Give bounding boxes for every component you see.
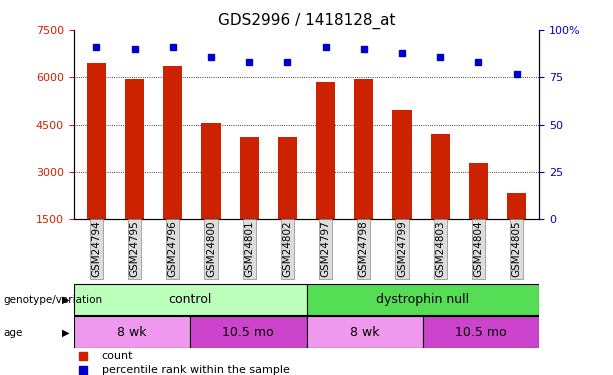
Bar — [354, 79, 373, 219]
Bar — [430, 134, 450, 219]
Text: GSM24798: GSM24798 — [359, 220, 369, 278]
Bar — [306, 284, 539, 315]
Bar — [163, 66, 183, 219]
Text: GSM24802: GSM24802 — [283, 220, 292, 277]
Text: GSM24801: GSM24801 — [244, 220, 254, 277]
Text: GSM24794: GSM24794 — [91, 220, 102, 278]
Bar — [306, 316, 423, 348]
Bar — [240, 137, 259, 219]
Bar — [316, 82, 335, 219]
Bar — [507, 192, 526, 219]
Bar — [392, 111, 411, 219]
Text: control: control — [169, 293, 211, 306]
Text: GSM24795: GSM24795 — [130, 220, 140, 278]
Bar — [87, 63, 106, 219]
Text: ▶: ▶ — [63, 295, 70, 305]
Text: GSM24803: GSM24803 — [435, 220, 445, 277]
Bar — [423, 316, 539, 348]
Bar — [74, 316, 190, 348]
Bar — [125, 79, 144, 219]
Text: GSM24796: GSM24796 — [168, 220, 178, 278]
Bar — [469, 163, 488, 219]
Bar — [190, 316, 306, 348]
Text: GSM24797: GSM24797 — [321, 220, 330, 278]
Bar — [74, 284, 306, 315]
Text: 8 wk: 8 wk — [117, 326, 147, 339]
Text: dystrophin null: dystrophin null — [376, 293, 470, 306]
Bar — [202, 123, 221, 219]
Text: 8 wk: 8 wk — [350, 326, 379, 339]
Text: genotype/variation: genotype/variation — [3, 295, 102, 305]
Text: GSM24804: GSM24804 — [473, 220, 483, 277]
Text: 10.5 mo: 10.5 mo — [223, 326, 274, 339]
Text: GSM24805: GSM24805 — [511, 220, 522, 277]
Bar — [278, 137, 297, 219]
Text: percentile rank within the sample: percentile rank within the sample — [102, 364, 289, 375]
Text: GSM24799: GSM24799 — [397, 220, 407, 278]
Text: GSM24800: GSM24800 — [206, 220, 216, 277]
Title: GDS2996 / 1418128_at: GDS2996 / 1418128_at — [218, 12, 395, 28]
Text: count: count — [102, 351, 133, 361]
Text: ▶: ▶ — [63, 328, 70, 338]
Text: 10.5 mo: 10.5 mo — [455, 326, 507, 339]
Text: age: age — [3, 328, 23, 338]
